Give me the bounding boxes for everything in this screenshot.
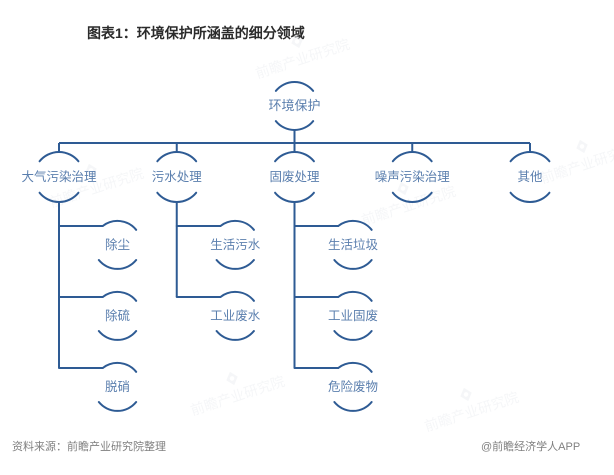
svg-text:除尘: 除尘 [105,237,130,252]
svg-text:工业固废: 工业固废 [328,308,378,323]
svg-text:环境保护: 环境保护 [268,98,320,113]
svg-text:除硫: 除硫 [105,308,131,323]
svg-text:工业废水: 工业废水 [210,308,261,323]
svg-text:固废处理: 固废处理 [269,169,320,184]
svg-text:生活垃圾: 生活垃圾 [328,237,379,252]
svg-text:危险废物: 危险废物 [328,379,378,394]
svg-text:脱硝: 脱硝 [105,379,130,394]
svg-text:污水处理: 污水处理 [152,170,203,184]
svg-text:其他: 其他 [517,170,543,184]
svg-text:生活污水: 生活污水 [210,238,261,252]
svg-text:大气污染治理: 大气污染治理 [21,169,97,184]
svg-text:噪声污染治理: 噪声污染治理 [375,169,451,184]
